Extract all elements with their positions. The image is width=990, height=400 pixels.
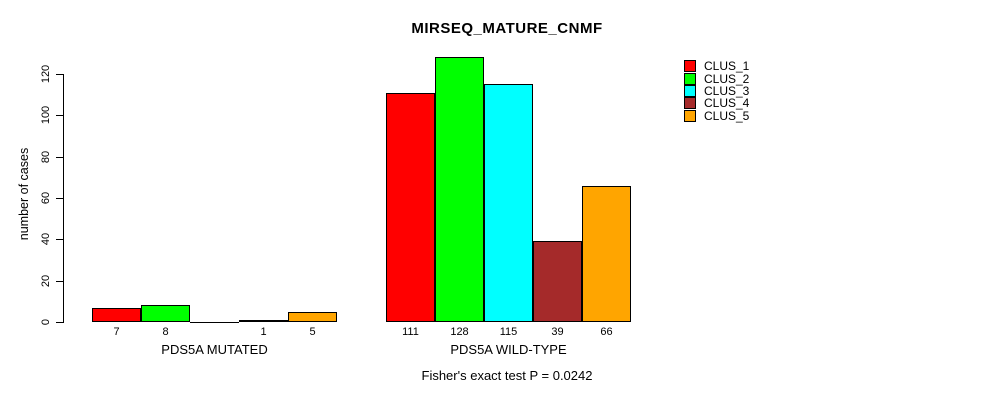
y-axis-tick-label: 20: [40, 274, 52, 288]
y-axis-tick: [56, 322, 63, 323]
y-axis-tick: [56, 74, 63, 75]
y-axis-tick-label: 100: [40, 105, 52, 125]
bar-CLUS_5: [288, 312, 337, 322]
y-axis-tick-label: 80: [40, 150, 52, 164]
bar-value-label: 128: [450, 326, 469, 338]
y-axis-tick: [56, 198, 63, 199]
legend-swatch-icon: [684, 109, 696, 122]
legend-item-CLUS_1: CLUS_1: [684, 59, 750, 74]
legend-label: CLUS_2: [704, 71, 750, 86]
bar-CLUS_4: [239, 320, 288, 322]
legend: CLUS_1 CLUS_2 CLUS_3 CLUS_4 CLUS_5: [684, 60, 749, 122]
bar-CLUS_1: [92, 308, 141, 322]
bar-value-label: 39: [551, 326, 564, 338]
bar-value-label: 7: [113, 326, 120, 338]
legend-swatch-icon: [684, 84, 696, 97]
bar-CLUS_5: [582, 186, 631, 322]
category-label: PDS5A MUTATED: [161, 342, 268, 357]
bar-CLUS_3: [484, 84, 533, 322]
bar-CLUS_2: [141, 305, 190, 322]
y-axis-tick: [56, 157, 63, 158]
bar-value-label: 66: [600, 326, 613, 338]
legend-swatch-icon: [684, 97, 696, 110]
chart-title: MIRSEQ_MATURE_CNMF: [411, 20, 603, 37]
y-axis-tick-label: 60: [40, 191, 52, 205]
legend-item-CLUS_2: CLUS_2: [684, 71, 750, 86]
legend-label: CLUS_4: [704, 96, 750, 111]
legend-label: CLUS_1: [704, 59, 750, 74]
bar-CLUS_1: [386, 93, 435, 322]
bar-CLUS_3-zero: [190, 322, 239, 323]
fisher-test-note: Fisher's exact test P = 0.0242: [421, 368, 593, 383]
bar-CLUS_2: [435, 57, 484, 322]
y-axis-tick-label: 120: [40, 64, 52, 84]
legend-item-CLUS_3: CLUS_3: [684, 83, 750, 98]
y-axis-tick: [56, 115, 63, 116]
bar-value-label: 8: [162, 326, 169, 338]
legend-label: CLUS_3: [704, 83, 750, 98]
legend-item-CLUS_4: CLUS_4: [684, 96, 750, 111]
bar-value-label: 111: [402, 326, 419, 338]
legend-label: CLUS_5: [704, 108, 750, 123]
category-label: PDS5A WILD-TYPE: [450, 342, 567, 357]
y-axis-tick: [56, 281, 63, 282]
legend-swatch-icon: [684, 72, 696, 85]
y-axis-tick-label: 40: [40, 232, 52, 246]
bar-CLUS_4: [533, 241, 582, 322]
legend-swatch-icon: [684, 60, 696, 73]
legend-item-CLUS_5: CLUS_5: [684, 108, 750, 123]
y-axis-tick-label: 0: [40, 318, 52, 326]
bar-value-label: 5: [309, 326, 316, 338]
bar-value-label: 115: [499, 326, 518, 338]
y-axis-tick: [56, 239, 63, 240]
y-axis-line: [63, 74, 64, 323]
y-axis-label: number of cases: [17, 147, 31, 241]
bar-value-label: 1: [260, 326, 267, 338]
